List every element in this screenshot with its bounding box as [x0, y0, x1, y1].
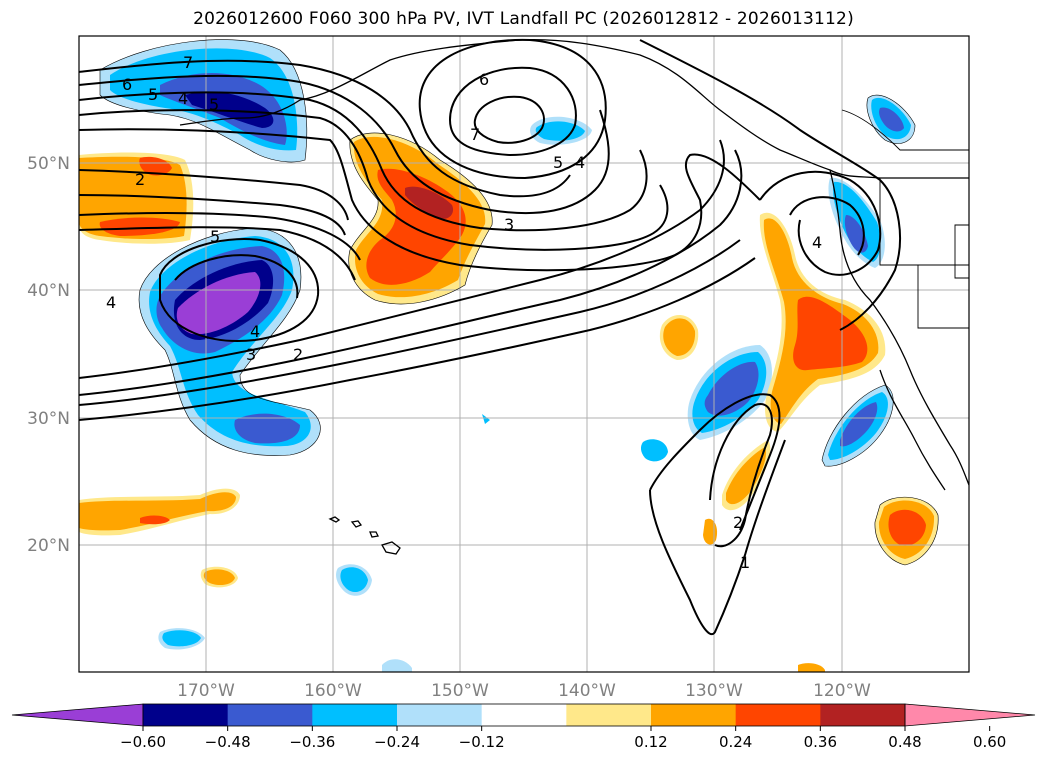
colorbar-extend-low — [11, 703, 144, 727]
colorbar-tick-label: −0.60 — [120, 733, 166, 751]
contour-label: 5 — [209, 95, 219, 114]
contour-label: 6 — [122, 75, 132, 94]
colorbar-bin — [227, 704, 313, 726]
contour-label: 4 — [812, 233, 822, 252]
colorbar-tick-label: 0.36 — [804, 733, 837, 751]
lon-labels: 170°W 160°W 150°W 140°W 130°W 120°W — [177, 681, 871, 701]
shaded-field-positive — [79, 132, 939, 672]
colorbar: −0.60 −0.48 −0.36 −0.24 −0.12 0.12 0.24 0.36 0.4… — [11, 703, 1036, 751]
lon-label: 150°W — [431, 681, 489, 701]
colorbar-tick-label: −0.48 — [205, 733, 251, 751]
contour-label: 2 — [135, 170, 145, 189]
lat-labels: 50°N 40°N 30°N 20°N — [27, 154, 70, 556]
lat-label: 20°N — [27, 536, 70, 556]
contour-label: 5 — [210, 227, 220, 246]
coastlines — [179, 39, 969, 555]
contour-label: 7 — [183, 53, 193, 72]
colorbar-tick-label: 0.24 — [719, 733, 752, 751]
shaded-field-negative — [100, 39, 915, 672]
lon-label: 130°W — [685, 681, 743, 701]
colorbar-tick-label: 0.60 — [973, 733, 1006, 751]
contour-label: 5 — [148, 85, 158, 104]
colorbar-extend-high — [904, 703, 1036, 727]
colorbar-bin — [481, 704, 567, 726]
contour-label: 4 — [575, 153, 585, 172]
lat-label: 40°N — [27, 281, 70, 301]
colorbar-bin — [735, 704, 821, 726]
gridlines — [79, 36, 969, 672]
contour-label: 4 — [106, 293, 116, 312]
contour-label: 1 — [740, 553, 750, 572]
contour-label: 3 — [504, 215, 514, 234]
pv-contours — [79, 38, 901, 635]
lon-label: 140°W — [558, 681, 616, 701]
contour-label: 2 — [733, 513, 743, 532]
colorbar-tick-label: 0.48 — [888, 733, 921, 751]
colorbar-frame — [142, 703, 906, 727]
contour-labels: 7 6 5 4 5 2 5 4 3 2 4 6 7 5 4 3 4 2 1 — [106, 53, 822, 572]
map-frame — [78, 35, 970, 673]
colorbar-tick-label: 0.12 — [634, 733, 667, 751]
lat-label: 30°N — [27, 409, 70, 429]
colorbar-bin — [566, 704, 652, 726]
contour-label: 3 — [246, 345, 256, 364]
colorbar-bin — [651, 704, 737, 726]
lat-label: 50°N — [27, 154, 70, 174]
lon-label: 170°W — [177, 681, 235, 701]
contour-label: 7 — [470, 125, 480, 144]
contour-label: 4 — [178, 89, 188, 108]
lon-label: 160°W — [304, 681, 362, 701]
contour-label: 6 — [479, 70, 489, 89]
contour-label: 4 — [250, 322, 260, 341]
colorbar-bin — [397, 704, 483, 726]
contour-label: 2 — [293, 345, 303, 364]
lon-label: 120°W — [813, 681, 871, 701]
colorbar-tick-label: −0.36 — [289, 733, 335, 751]
colorbar-bin — [143, 704, 229, 726]
colorbar-bin — [820, 704, 906, 726]
map-title: 2026012600 F060 300 hPa PV, IVT Landfall… — [193, 9, 854, 29]
colorbar-bin — [312, 704, 398, 726]
contour-label: 5 — [553, 153, 563, 172]
colorbar-tick-label: −0.12 — [459, 733, 505, 751]
colorbar-tick-label: −0.24 — [374, 733, 420, 751]
